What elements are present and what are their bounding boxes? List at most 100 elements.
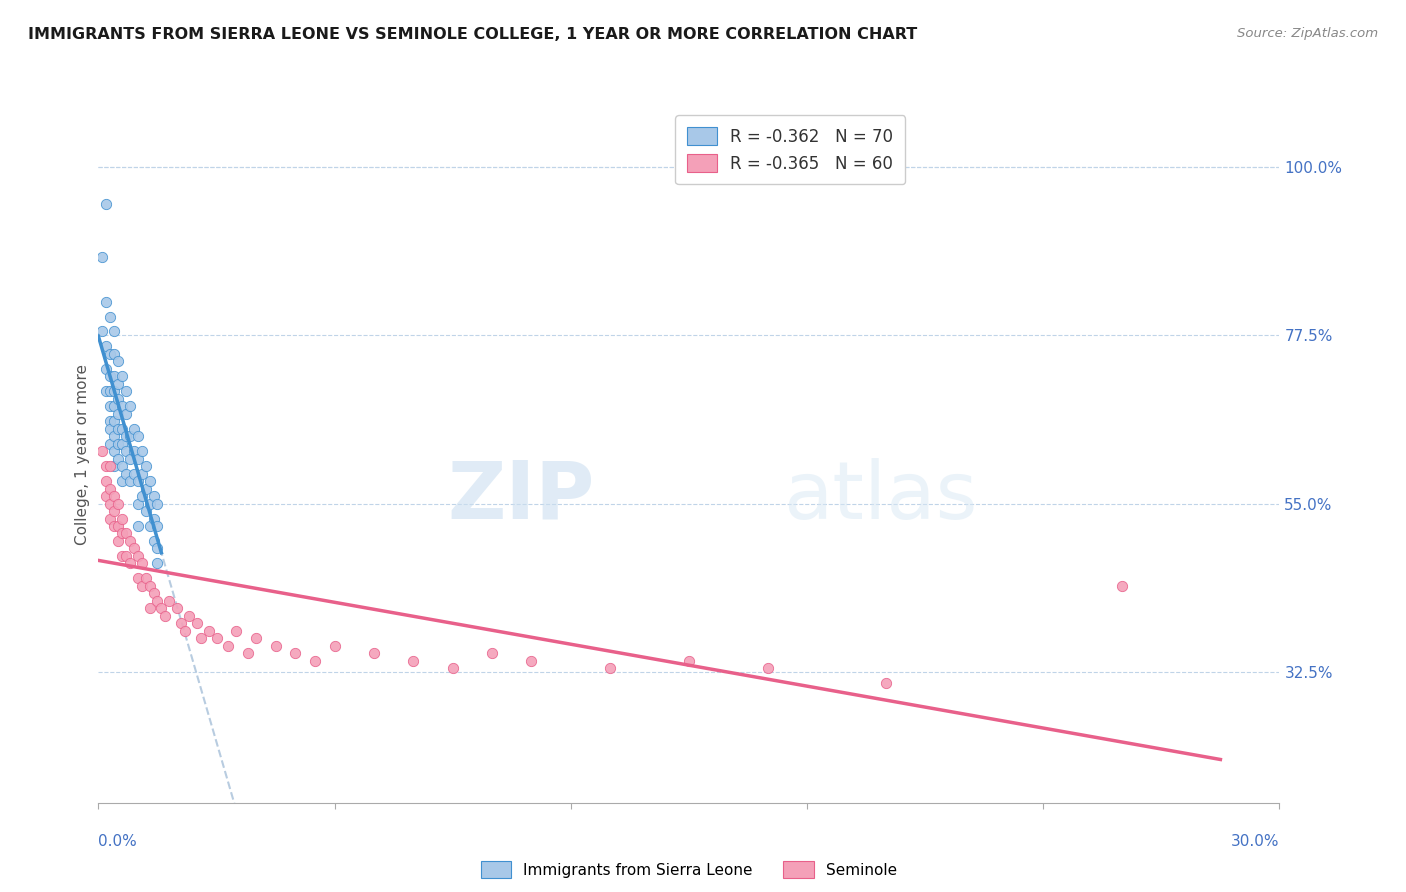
- Point: [111, 474, 134, 488]
- Point: [205, 631, 228, 645]
- Point: [756, 661, 779, 675]
- Point: [135, 459, 157, 474]
- Point: [115, 467, 138, 481]
- Point: [98, 414, 121, 428]
- Text: ZIP: ZIP: [447, 458, 595, 536]
- Point: [98, 497, 121, 511]
- Point: [127, 429, 149, 443]
- Point: [107, 519, 129, 533]
- Point: [118, 429, 141, 443]
- Point: [98, 347, 121, 361]
- Point: [96, 197, 118, 211]
- Point: [217, 639, 239, 653]
- Point: [98, 436, 121, 450]
- Point: [402, 654, 425, 668]
- Point: [96, 384, 118, 399]
- Point: [186, 616, 208, 631]
- Point: [115, 384, 138, 399]
- Point: [138, 497, 160, 511]
- Legend: Immigrants from Sierra Leone, Seminole: Immigrants from Sierra Leone, Seminole: [472, 854, 905, 886]
- Point: [103, 519, 125, 533]
- Text: 30.0%: 30.0%: [1232, 834, 1279, 849]
- Point: [103, 444, 125, 458]
- Point: [138, 579, 160, 593]
- Point: [111, 369, 134, 384]
- Point: [1111, 579, 1133, 593]
- Point: [107, 407, 129, 421]
- Point: [138, 474, 160, 488]
- Point: [131, 557, 153, 571]
- Point: [96, 459, 118, 474]
- Point: [96, 489, 118, 503]
- Point: [103, 489, 125, 503]
- Point: [245, 631, 267, 645]
- Point: [98, 422, 121, 436]
- Point: [98, 310, 121, 324]
- Point: [107, 533, 129, 548]
- Point: [107, 451, 129, 466]
- Point: [138, 601, 160, 615]
- Point: [115, 444, 138, 458]
- Point: [190, 631, 212, 645]
- Point: [91, 444, 114, 458]
- Point: [127, 474, 149, 488]
- Point: [111, 422, 134, 436]
- Point: [98, 369, 121, 384]
- Point: [96, 294, 118, 309]
- Point: [122, 444, 145, 458]
- Point: [142, 533, 165, 548]
- Point: [103, 414, 125, 428]
- Point: [146, 519, 169, 533]
- Point: [98, 459, 121, 474]
- Point: [131, 489, 153, 503]
- Text: atlas: atlas: [783, 458, 977, 536]
- Point: [118, 451, 141, 466]
- Point: [146, 557, 169, 571]
- Text: 0.0%: 0.0%: [98, 834, 138, 849]
- Point: [127, 549, 149, 563]
- Point: [118, 533, 141, 548]
- Point: [111, 526, 134, 541]
- Point: [177, 608, 200, 623]
- Point: [127, 497, 149, 511]
- Point: [103, 459, 125, 474]
- Point: [131, 467, 153, 481]
- Point: [599, 661, 621, 675]
- Point: [363, 646, 385, 660]
- Point: [135, 571, 157, 585]
- Point: [146, 541, 169, 556]
- Point: [103, 504, 125, 518]
- Point: [111, 549, 134, 563]
- Point: [96, 339, 118, 353]
- Point: [96, 474, 118, 488]
- Point: [118, 474, 141, 488]
- Point: [875, 676, 897, 690]
- Point: [91, 325, 114, 339]
- Y-axis label: College, 1 year or more: College, 1 year or more: [75, 365, 90, 545]
- Text: IMMIGRANTS FROM SIERRA LEONE VS SEMINOLE COLLEGE, 1 YEAR OR MORE CORRELATION CHA: IMMIGRANTS FROM SIERRA LEONE VS SEMINOLE…: [28, 27, 917, 42]
- Point: [107, 436, 129, 450]
- Point: [170, 616, 193, 631]
- Point: [103, 347, 125, 361]
- Point: [138, 519, 160, 533]
- Point: [142, 586, 165, 600]
- Point: [142, 511, 165, 525]
- Point: [284, 646, 307, 660]
- Point: [225, 624, 247, 638]
- Point: [111, 459, 134, 474]
- Point: [131, 444, 153, 458]
- Point: [96, 362, 118, 376]
- Point: [115, 407, 138, 421]
- Point: [103, 369, 125, 384]
- Point: [115, 429, 138, 443]
- Point: [98, 399, 121, 413]
- Point: [122, 467, 145, 481]
- Point: [98, 384, 121, 399]
- Text: Source: ZipAtlas.com: Source: ZipAtlas.com: [1237, 27, 1378, 40]
- Point: [174, 624, 197, 638]
- Point: [264, 639, 287, 653]
- Point: [122, 422, 145, 436]
- Point: [107, 354, 129, 368]
- Point: [481, 646, 503, 660]
- Point: [107, 376, 129, 391]
